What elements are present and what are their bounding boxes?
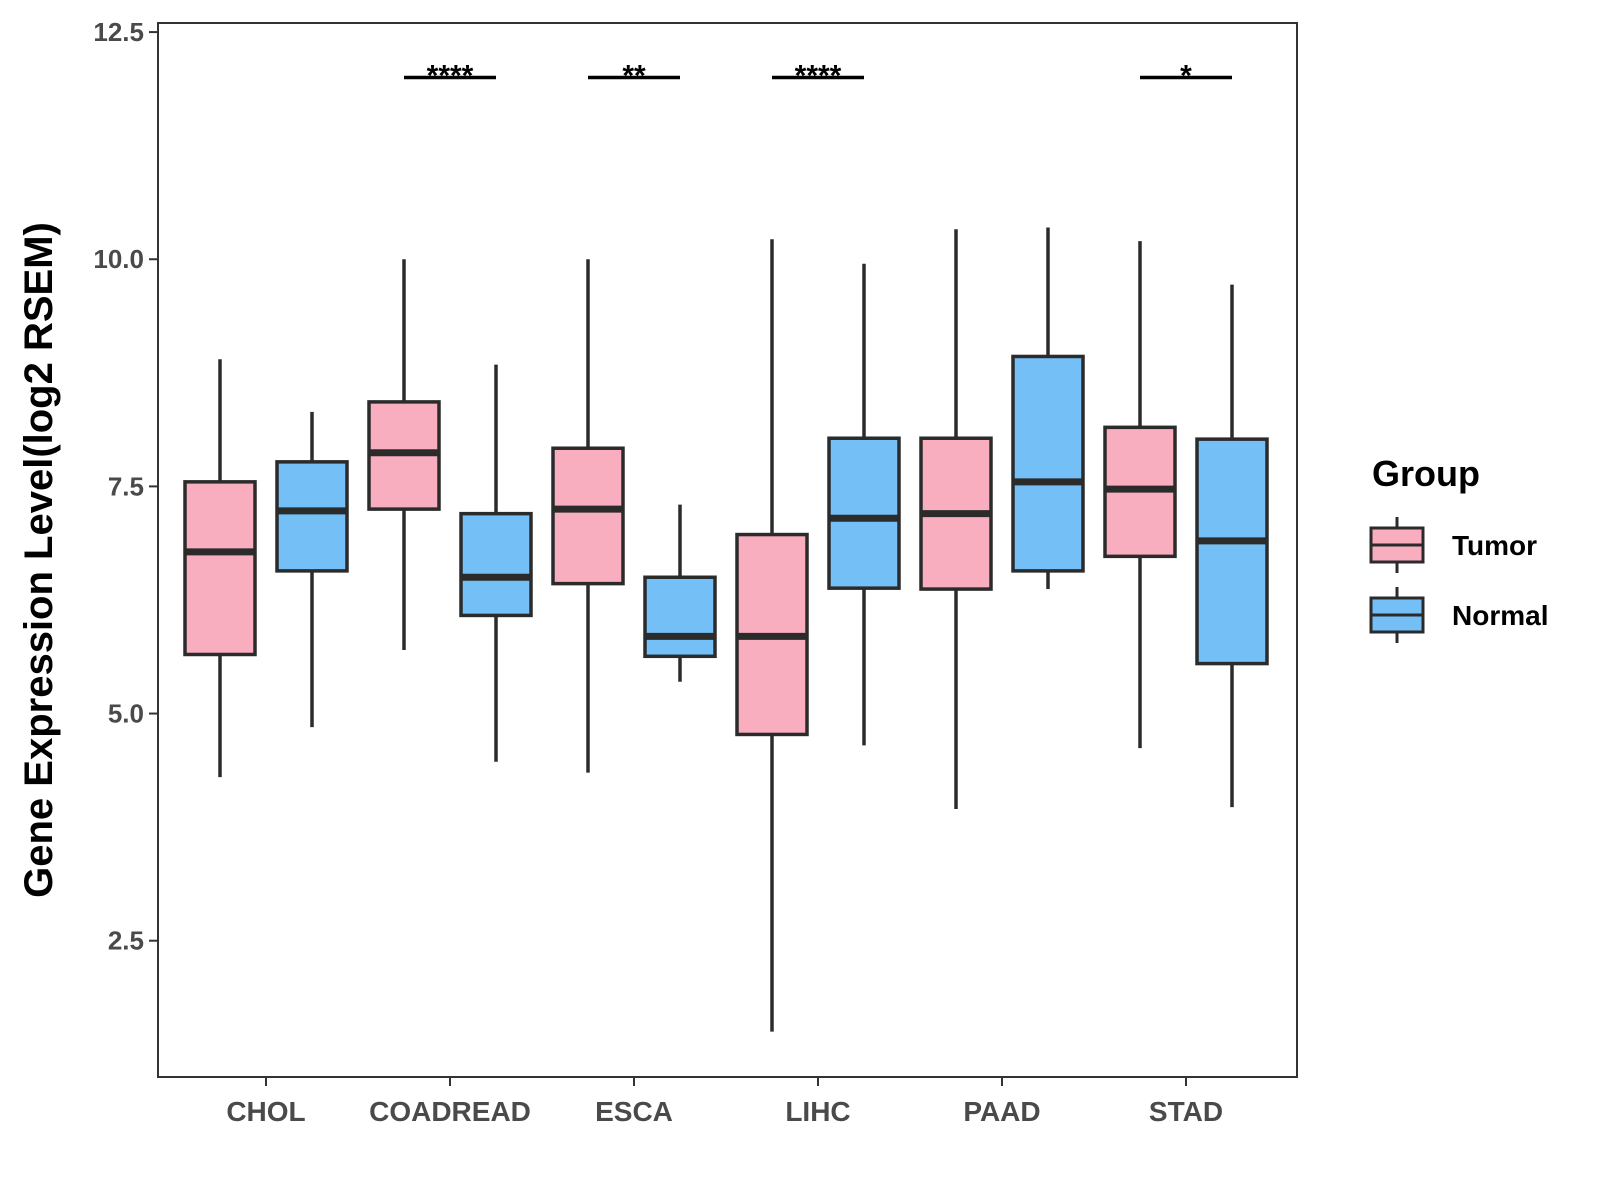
y-tick-label: 10.0: [93, 244, 144, 274]
y-tick-label: 2.5: [108, 926, 144, 956]
y-axis: 2.5 5.0 7.5 10.0 12.5: [93, 17, 158, 956]
box-iqr: [643, 575, 717, 659]
x-tick-label: ESCA: [595, 1096, 673, 1127]
box-normal-chol: [275, 411, 349, 728]
x-tick-label: PAAD: [963, 1096, 1040, 1127]
box-tumor-coadread: [367, 259, 441, 650]
significance-lihc: ****: [772, 60, 864, 93]
significance-esca: **: [588, 60, 680, 93]
box-tumor-lihc: [735, 239, 809, 1032]
legend-title: Group: [1372, 453, 1480, 494]
y-tick-label: 5.0: [108, 699, 144, 729]
box-iqr: [827, 436, 901, 590]
box-normal-esca: [643, 504, 717, 682]
significance-coadread: ****: [404, 60, 496, 93]
box-iqr: [183, 480, 257, 657]
legend-item-tumor: Tumor: [1369, 517, 1537, 573]
significance-label: ****: [427, 60, 474, 93]
x-tick-label: COADREAD: [369, 1096, 531, 1127]
significance-label: *: [1180, 60, 1192, 93]
box-normal-stad: [1195, 284, 1269, 808]
box-iqr: [275, 460, 349, 573]
y-tick-label: 12.5: [93, 17, 144, 47]
box-iqr: [1011, 354, 1085, 573]
x-axis: CHOL COADREAD ESCA LIHC PAAD STAD: [226, 1077, 1223, 1127]
box-tumor-paad: [919, 229, 993, 809]
y-axis-title: Gene Expression Level(log2 RSEM): [17, 222, 61, 898]
x-tick-label: STAD: [1149, 1096, 1223, 1127]
box-tumor-esca: [551, 259, 625, 773]
legend-label: Tumor: [1452, 530, 1537, 561]
legend-label: Normal: [1452, 600, 1548, 631]
box-tumor-chol: [183, 359, 257, 778]
box-iqr: [551, 446, 625, 586]
box-normal-coadread: [459, 364, 533, 762]
box-normal-paad: [1011, 227, 1085, 590]
box-normal-lihc: [827, 263, 901, 746]
legend-item-normal: Normal: [1369, 587, 1548, 643]
box-iqr: [459, 511, 533, 618]
x-tick-label: CHOL: [226, 1096, 305, 1127]
boxes-layer: [183, 227, 1269, 1032]
y-tick-label: 7.5: [108, 471, 144, 501]
x-tick-label: LIHC: [785, 1096, 850, 1127]
significance-label: **: [622, 60, 646, 93]
box-iqr: [1195, 437, 1269, 666]
significance-annotations: **** ** **** *: [404, 60, 1232, 93]
significance-stad: *: [1140, 60, 1232, 93]
box-tumor-stad: [1103, 241, 1177, 749]
significance-label: ****: [795, 60, 842, 93]
legend: Group Tumor Normal: [1369, 453, 1548, 643]
